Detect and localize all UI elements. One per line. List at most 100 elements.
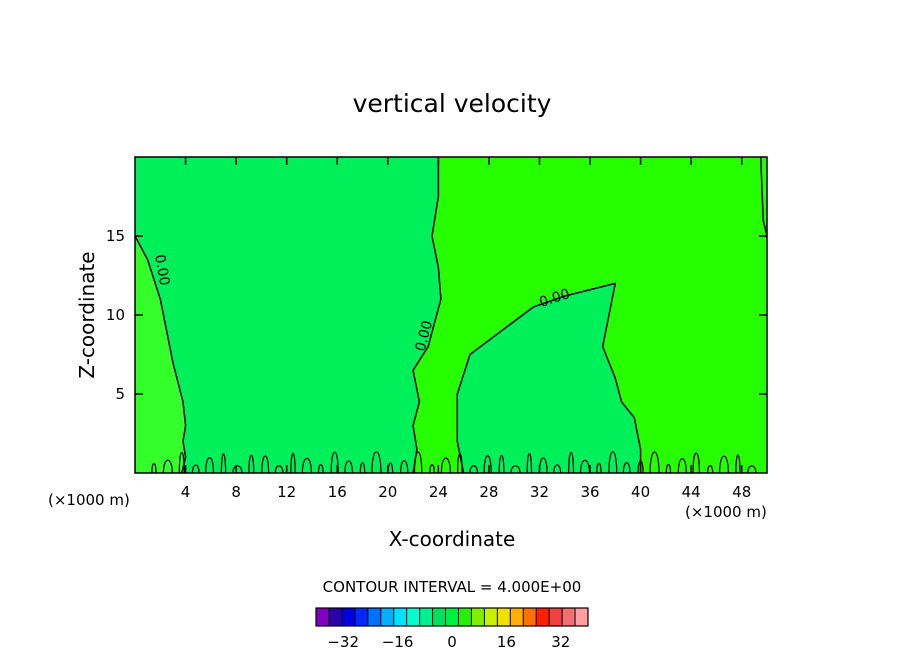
near-surface-contour xyxy=(317,464,324,474)
colorbar-swatch xyxy=(536,608,550,626)
y-tick-label: 10 xyxy=(106,306,125,324)
near-surface-contour xyxy=(162,459,173,474)
near-surface-contour xyxy=(510,465,521,474)
near-surface-contour xyxy=(469,465,479,474)
near-surface-contour xyxy=(232,465,243,474)
near-surface-contour xyxy=(637,460,644,474)
colorbar-swatch xyxy=(328,608,343,626)
near-surface-contour xyxy=(191,464,200,474)
x-tick-label: 24 xyxy=(429,483,448,501)
near-surface-contour xyxy=(608,451,618,474)
near-surface-contour xyxy=(553,464,562,474)
plot-area: 0.000.000.00 4 8 12 16 20 24 28 32 36 40 44 48 5101… xyxy=(106,156,768,501)
colorbar-swatch xyxy=(419,608,433,626)
contour-value-label: 0.00 xyxy=(413,319,437,353)
colorbar-tick-label: −32 xyxy=(327,633,359,651)
contour-labels: 0.000.000.00 xyxy=(151,253,572,353)
x-tick-label: 48 xyxy=(732,483,751,501)
x-tick-label: 32 xyxy=(530,483,549,501)
near-surface-contour xyxy=(205,457,215,474)
colorbar-swatch xyxy=(393,608,407,626)
x-tick-label: 4 xyxy=(181,483,191,501)
colorbar-tick-label: −16 xyxy=(382,633,414,651)
near-surface-contour xyxy=(579,459,591,474)
chart-title: vertical velocity xyxy=(353,89,552,118)
contour-value-label: 0.00 xyxy=(151,253,172,286)
contour-line xyxy=(412,157,442,474)
x-tick-label: 8 xyxy=(231,483,241,501)
x-tick-label: 20 xyxy=(378,483,397,501)
near-surface-contour xyxy=(649,451,660,474)
colorbar-swatch xyxy=(341,608,356,626)
region-negative-left xyxy=(135,157,441,473)
near-surface-contour xyxy=(330,451,339,474)
contour-lines xyxy=(134,156,768,474)
contour-line xyxy=(134,235,187,474)
colorbar-swatch xyxy=(367,608,382,626)
near-surface-contour xyxy=(248,454,255,474)
colorbar-swatch xyxy=(471,608,485,626)
x-tick-label: 12 xyxy=(277,483,296,501)
near-surface-contour xyxy=(747,465,757,474)
colorbar-tick-label: 32 xyxy=(551,633,570,651)
near-surface-contour xyxy=(429,464,435,474)
contour-line xyxy=(456,282,642,474)
colorbar xyxy=(315,607,589,627)
near-surface-contour xyxy=(178,451,185,474)
near-surface-contour xyxy=(596,462,602,474)
colorbar-tick-label: 0 xyxy=(447,633,457,651)
colorbar-swatch xyxy=(406,608,420,626)
near-surface-contour xyxy=(371,451,382,474)
colorbar-swatch xyxy=(562,608,576,626)
contour-interval-text: CONTOUR INTERVAL = 4.000E+00 xyxy=(323,578,582,596)
x-axis-ticks: 4 8 12 16 20 24 28 32 36 40 44 48 xyxy=(181,157,751,501)
colorbar-swatch xyxy=(510,608,524,626)
x-unit-left: (×1000 m) xyxy=(48,491,130,509)
region-negative-right xyxy=(457,283,641,473)
colorbar-swatch xyxy=(575,608,589,626)
x-tick-label: 16 xyxy=(328,483,347,501)
x-tick-label: 36 xyxy=(580,483,599,501)
region-left-strip xyxy=(135,236,186,473)
x-tick-label: 44 xyxy=(682,483,701,501)
x-axis-label: X-coordinate xyxy=(389,527,516,551)
colorbar-swatch xyxy=(549,608,563,626)
near-surface-contour xyxy=(344,460,353,474)
x-unit-right: (×1000 m) xyxy=(685,503,767,521)
colorbar-tick-labels: −32 −16 0 16 32 xyxy=(327,633,570,651)
near-surface-contour xyxy=(692,452,700,474)
near-surface-contour xyxy=(359,462,366,474)
near-surface-contour xyxy=(301,457,312,474)
colorbar-swatch xyxy=(316,608,330,626)
colorbar-swatch xyxy=(445,608,459,626)
colorbar-swatch xyxy=(484,608,498,626)
colorbar-swatch xyxy=(497,608,511,626)
near-surface-contour xyxy=(483,455,492,474)
contour-line xyxy=(759,156,768,237)
near-surface-contour xyxy=(274,465,284,474)
near-surface-contour xyxy=(413,451,423,474)
near-surface-contour xyxy=(457,452,463,474)
colorbar-tick-label: 16 xyxy=(497,633,516,651)
colorbar-swatch xyxy=(458,608,472,626)
near-surface-contour xyxy=(568,451,575,474)
y-axis-label: Z-coordinate xyxy=(75,251,99,378)
near-surface-contour xyxy=(220,453,227,474)
colorbar-swatch xyxy=(380,608,395,626)
near-surface-contour xyxy=(622,462,631,474)
colorbar-swatch xyxy=(354,608,369,626)
x-tick-label: 40 xyxy=(631,483,650,501)
colorbar-swatch xyxy=(523,608,537,626)
near-surface-contour xyxy=(735,454,741,474)
colorbar-swatch xyxy=(432,608,446,626)
near-surface-contour xyxy=(677,458,687,474)
colorbar-frame xyxy=(315,607,589,627)
near-surface-contour xyxy=(290,452,296,474)
near-surface-contour xyxy=(440,457,451,474)
y-tick-label: 15 xyxy=(106,227,125,245)
near-surface-contour xyxy=(261,455,270,474)
x-tick-label: 28 xyxy=(479,483,498,501)
near-surface-contour xyxy=(665,463,672,474)
near-surface-contour xyxy=(707,465,714,474)
